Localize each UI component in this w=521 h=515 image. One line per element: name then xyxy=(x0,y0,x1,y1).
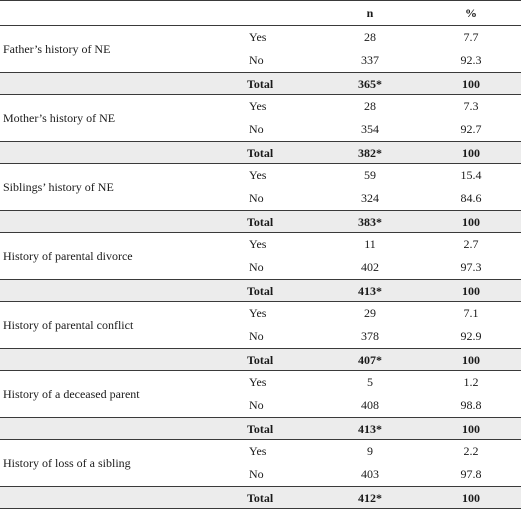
header-n: n xyxy=(366,6,374,20)
variable-label: History of loss of a sibling xyxy=(3,456,131,470)
percent-cell: 84.6 xyxy=(460,191,482,205)
percent-cell: 7.3 xyxy=(463,99,479,113)
percent-cell: 92.9 xyxy=(460,329,482,343)
percent-cell: 97.8 xyxy=(460,467,482,481)
response-label: Total xyxy=(247,77,274,91)
count-cell: 413* xyxy=(358,422,382,436)
response-label: Total xyxy=(247,491,274,505)
variable-label: History of a deceased parent xyxy=(3,387,140,401)
yes-row: Yes 59 15.4 xyxy=(0,164,521,187)
count-cell: 324 xyxy=(361,191,379,205)
yes-row: Yes 29 7.1 xyxy=(0,302,521,325)
yes-row: Yes 28 7.7 xyxy=(0,26,521,49)
total-row: Total 412* 100 xyxy=(0,486,521,509)
percent-cell: 92.3 xyxy=(460,53,482,67)
yes-row: Yes 5 1.2 xyxy=(0,371,521,394)
response-label: Yes xyxy=(249,306,267,320)
percent-cell: 7.1 xyxy=(463,306,479,320)
yes-row: Yes 28 7.3 xyxy=(0,95,521,118)
count-cell: 354 xyxy=(361,122,379,136)
no-row: No 324 84.6 xyxy=(0,187,521,210)
variable-label: Siblings’ history of NE xyxy=(3,180,114,194)
count-cell: 412* xyxy=(358,491,382,505)
response-label: Yes xyxy=(249,237,267,251)
no-row: No 403 97.8 xyxy=(0,463,521,486)
response-label: Total xyxy=(247,284,274,298)
count-cell: 407* xyxy=(358,353,382,367)
response-label: No xyxy=(249,467,264,481)
percent-cell: 97.3 xyxy=(460,260,482,274)
table-top-rule xyxy=(0,0,521,1)
count-cell: 59 xyxy=(364,168,376,182)
count-cell: 28 xyxy=(364,30,376,44)
count-cell: 337 xyxy=(361,53,379,67)
count-cell: 413* xyxy=(358,284,382,298)
response-label: Yes xyxy=(249,168,267,182)
response-label: Yes xyxy=(249,30,267,44)
yes-row: Yes 11 2.7 xyxy=(0,233,521,256)
count-cell: 382* xyxy=(358,146,382,160)
response-label: Yes xyxy=(249,99,267,113)
response-label: No xyxy=(249,398,264,412)
percent-cell: 7.7 xyxy=(463,30,479,44)
percent-cell: 100 xyxy=(462,77,480,91)
percent-cell: 100 xyxy=(462,284,480,298)
percent-cell: 2.7 xyxy=(463,237,479,251)
response-label: Yes xyxy=(249,444,267,458)
header-rule xyxy=(0,25,521,26)
no-row: No 337 92.3 xyxy=(0,49,521,72)
response-label: Total xyxy=(247,215,274,229)
no-row: No 408 98.8 xyxy=(0,394,521,417)
percent-cell: 15.4 xyxy=(460,168,482,182)
count-cell: 28 xyxy=(364,99,376,113)
variable-label: Mother’s history of NE xyxy=(3,111,116,125)
total-row: Total 413* 100 xyxy=(0,279,521,302)
percent-cell: 100 xyxy=(462,146,480,160)
percent-cell: 100 xyxy=(462,353,480,367)
response-label: No xyxy=(249,260,264,274)
response-label: Total xyxy=(247,146,274,160)
count-cell: 5 xyxy=(367,375,373,389)
count-cell: 378 xyxy=(361,329,379,343)
percent-cell: 100 xyxy=(462,491,480,505)
response-label: No xyxy=(249,191,264,205)
count-cell: 383* xyxy=(358,215,382,229)
total-row: Total 407* 100 xyxy=(0,348,521,371)
no-row: No 402 97.3 xyxy=(0,256,521,279)
variable-label: History of parental divorce xyxy=(3,249,133,263)
count-cell: 11 xyxy=(364,237,376,251)
yes-row: Yes 9 2.2 xyxy=(0,440,521,463)
response-label: No xyxy=(249,53,264,67)
variable-label: History of parental conflict xyxy=(3,318,134,332)
response-label: Yes xyxy=(249,375,267,389)
response-label: Total xyxy=(247,422,274,436)
percent-cell: 100 xyxy=(462,215,480,229)
total-row: Total 382* 100 xyxy=(0,141,521,164)
percent-cell: 92.7 xyxy=(460,122,482,136)
count-cell: 365* xyxy=(358,77,382,91)
percent-cell: 100 xyxy=(462,422,480,436)
response-label: No xyxy=(249,329,264,343)
response-label: No xyxy=(249,122,264,136)
header-percent: % xyxy=(465,6,477,20)
variable-label: Father’s history of NE xyxy=(3,42,111,56)
count-cell: 9 xyxy=(367,444,373,458)
table-header-row: n % xyxy=(0,2,521,25)
response-label: Total xyxy=(247,353,274,367)
percent-cell: 98.8 xyxy=(460,398,482,412)
no-row: No 354 92.7 xyxy=(0,118,521,141)
total-row: Total 413* 100 xyxy=(0,417,521,440)
total-row: Total 383* 100 xyxy=(0,210,521,233)
percent-cell: 1.2 xyxy=(463,375,479,389)
percent-cell: 2.2 xyxy=(463,444,479,458)
no-row: No 378 92.9 xyxy=(0,325,521,348)
count-cell: 403 xyxy=(361,467,379,481)
count-cell: 408 xyxy=(361,398,379,412)
count-cell: 402 xyxy=(361,260,379,274)
total-row: Total 365* 100 xyxy=(0,72,521,95)
count-cell: 29 xyxy=(364,306,376,320)
